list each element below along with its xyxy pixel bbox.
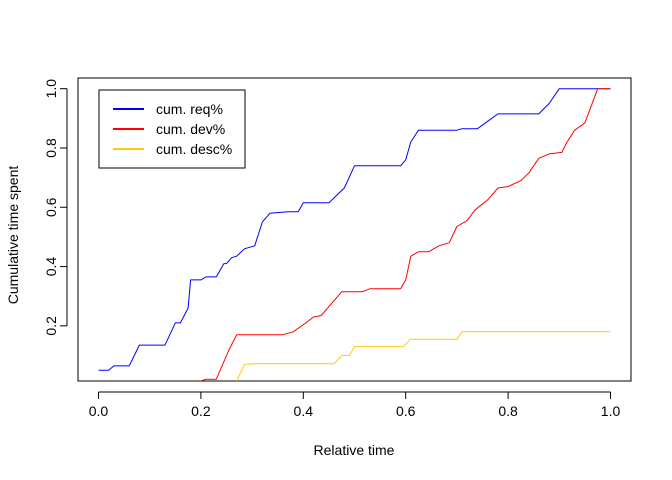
y-tick-label: 0.6 — [43, 197, 59, 217]
series-line-3 — [236, 331, 611, 381]
legend-label: cum. desc% — [156, 141, 232, 157]
plot-frame — [77, 77, 632, 382]
x-tick-label: 0.6 — [396, 403, 416, 419]
y-axis-label: Cumulative time spent — [5, 166, 21, 305]
series-lines — [98, 88, 611, 381]
y-tick-label: 0.8 — [43, 138, 59, 158]
x-tick-label: 0.4 — [294, 403, 314, 419]
x-tick-label: 0.0 — [89, 403, 109, 419]
legend-label: cum. req% — [156, 101, 223, 117]
x-tick-label: 0.8 — [498, 403, 518, 419]
y-tick-label: 0.4 — [43, 257, 59, 277]
y-tick-label: 0.2 — [43, 316, 59, 336]
legend-label: cum. dev% — [156, 121, 225, 137]
axes: 0.0 0.2 0.4 0.6 0.8 1.0 0.2 0.4 0.6 0.8 1.0 — [43, 79, 620, 419]
x-axis-label: Relative time — [314, 442, 395, 458]
series-line-1 — [98, 88, 611, 371]
x-tick-label: 0.2 — [191, 403, 211, 419]
y-tick-label: 1.0 — [43, 79, 59, 99]
x-tick-label: 1.0 — [601, 403, 621, 419]
legend: cum. req% cum. dev% cum. desc% — [98, 89, 246, 169]
plot-area — [77, 77, 632, 382]
series-line-2 — [200, 88, 611, 381]
